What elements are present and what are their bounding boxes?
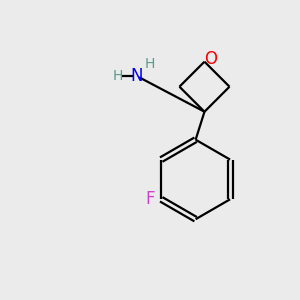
Text: H: H [145, 57, 155, 71]
Text: N: N [130, 68, 143, 85]
Text: H: H [112, 69, 123, 83]
Text: O: O [205, 50, 218, 68]
Text: F: F [145, 190, 155, 208]
